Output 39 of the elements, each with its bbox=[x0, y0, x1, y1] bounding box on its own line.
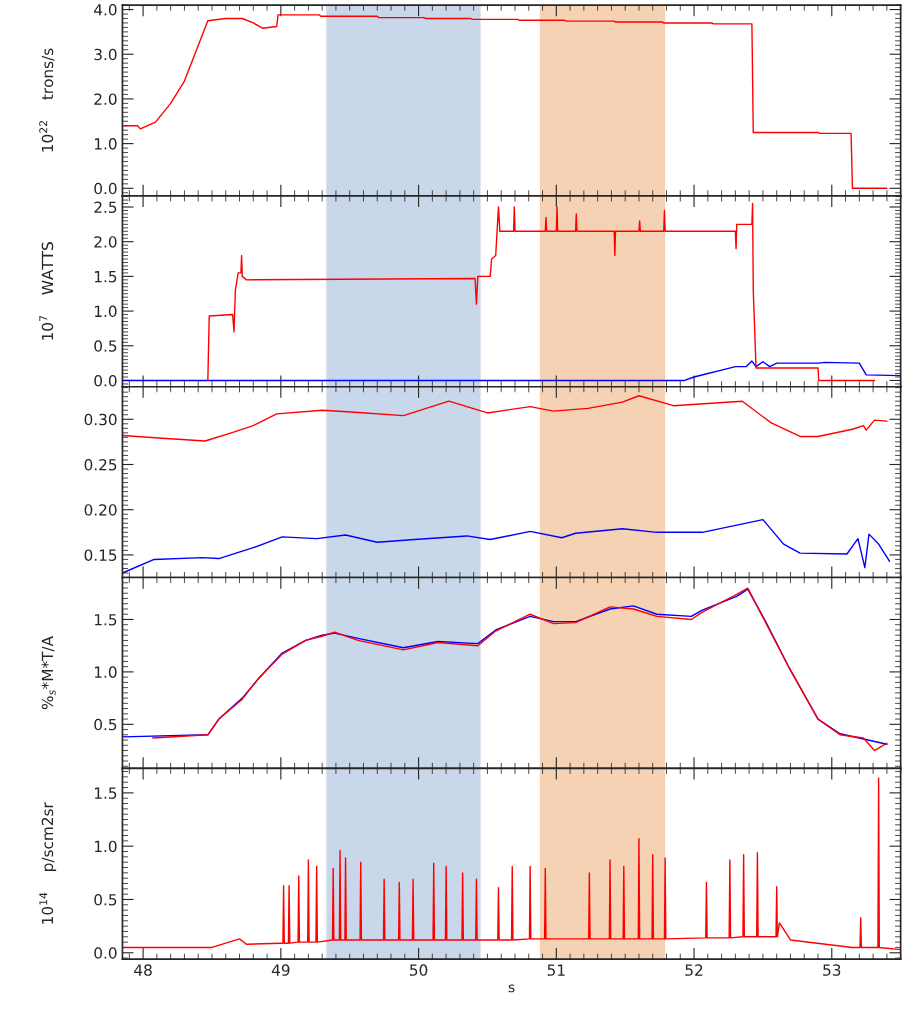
y-tick-label: 3.0 bbox=[94, 48, 117, 61]
y-tick-label: 0.0 bbox=[94, 374, 117, 387]
line-series bbox=[122, 14, 888, 189]
y-tick-label: 1.0 bbox=[94, 138, 117, 150]
x-tick-label: 51 bbox=[547, 964, 565, 976]
x-axis-title: s bbox=[508, 984, 515, 993]
x-tick-label: 49 bbox=[271, 964, 290, 976]
line-series bbox=[122, 518, 891, 574]
y-axis-title: %$_{s}$*M*T/A bbox=[41, 636, 56, 710]
x-tick-label: 52 bbox=[685, 964, 703, 976]
line-series bbox=[207, 202, 876, 382]
line-series bbox=[122, 360, 901, 382]
x-tick-label: 48 bbox=[134, 964, 152, 976]
y-tick-label: 0.20 bbox=[84, 504, 117, 516]
y-tick-label: 1.0 bbox=[94, 840, 117, 853]
y-tick-label: 0.5 bbox=[94, 718, 117, 731]
text: 10$^{22}$ trons/s bbox=[39, 48, 55, 152]
x-tick-label: 50 bbox=[410, 964, 428, 976]
y-tick-label: 0.15 bbox=[84, 549, 117, 561]
y-tick-label: 1.0 bbox=[94, 666, 117, 678]
line-series bbox=[122, 395, 888, 442]
y-tick-label: 0.5 bbox=[94, 893, 117, 906]
x-tick-label: 53 bbox=[823, 964, 841, 976]
line-series bbox=[122, 777, 901, 951]
y-tick-label: 4.0 bbox=[94, 4, 117, 16]
y-tick-label: 2.5 bbox=[94, 201, 117, 214]
y-tick-label: 1.5 bbox=[94, 271, 117, 283]
y-tick-label: 1.0 bbox=[94, 305, 117, 318]
y-tick-label: 2.0 bbox=[94, 236, 117, 248]
text: 10$^{7}$ WATTS bbox=[39, 242, 54, 340]
y-tick-label: 2.0 bbox=[94, 93, 117, 105]
text: 10$^{14}$ p/scm2sr bbox=[39, 802, 57, 924]
y-tick-label: 0.25 bbox=[84, 458, 117, 471]
y-tick-label: 0.0 bbox=[94, 947, 117, 959]
y-tick-label: 1.5 bbox=[94, 614, 117, 626]
y-tick-label: 0.0 bbox=[94, 182, 117, 195]
y-tick-label: 0.5 bbox=[94, 340, 117, 352]
y-tick-label: 0.30 bbox=[84, 413, 117, 426]
y-tick-label: 1.5 bbox=[94, 787, 117, 799]
